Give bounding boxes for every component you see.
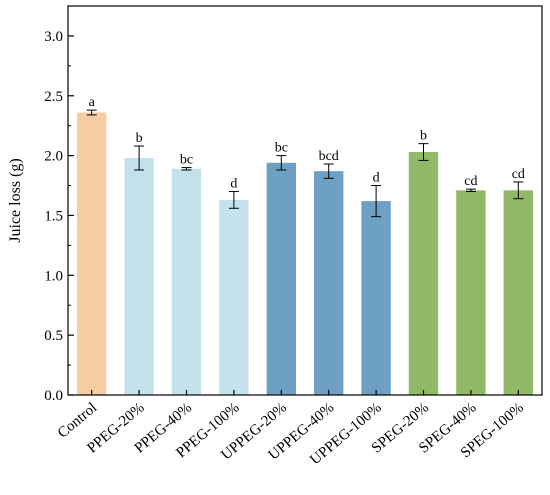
y-tick-label: 3.0	[44, 29, 63, 45]
error-bars-layer	[86, 109, 524, 218]
significance-label: bc	[180, 153, 193, 168]
y-tick-label: 1.5	[44, 208, 63, 224]
bar	[266, 162, 296, 395]
bar	[408, 152, 439, 395]
bar	[361, 201, 391, 395]
y-axis-title: Juice loss (g)	[7, 158, 24, 242]
bar	[219, 199, 249, 395]
bar	[314, 171, 344, 395]
y-tick-label: 2.0	[44, 149, 63, 165]
x-axis: ControlPPEG-20%PPEG-40%PPEG-100%UPPEG-20…	[55, 390, 527, 468]
y-axis: 0.0 0.5 1.0 1.5 2.0 2.5 3.0	[44, 29, 74, 404]
bar	[171, 168, 202, 395]
bar	[456, 190, 486, 395]
significance-label: d	[373, 171, 380, 186]
significance-label: b	[420, 129, 427, 144]
bar	[503, 190, 533, 395]
plot-frame	[67, 5, 543, 396]
significance-label: b	[136, 131, 143, 146]
y-tick-label: 0.0	[44, 388, 63, 404]
significance-label: d	[230, 177, 237, 192]
significance-label: bc	[275, 141, 288, 156]
y-tick-label: 0.5	[44, 328, 63, 344]
significance-label: a	[89, 95, 96, 110]
significance-label: bcd	[319, 149, 339, 164]
x-tick-label: Control	[55, 400, 100, 442]
bar	[77, 112, 107, 395]
significance-label: cd	[512, 167, 525, 182]
bar	[124, 158, 154, 395]
significance-label: cd	[464, 174, 477, 189]
y-tick-label: 1.0	[44, 268, 63, 284]
bars-layer	[77, 112, 533, 395]
y-tick-label: 2.5	[44, 89, 63, 105]
